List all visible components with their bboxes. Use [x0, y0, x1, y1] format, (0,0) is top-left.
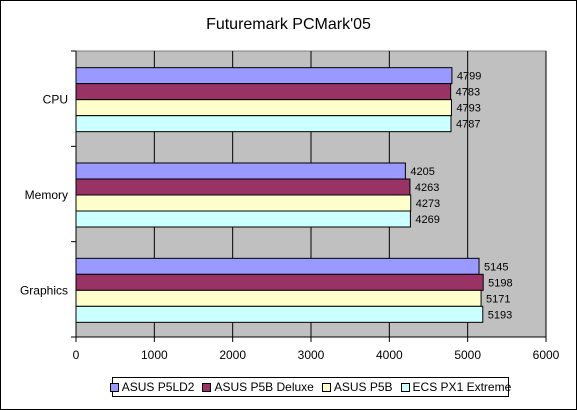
x-tick-label: 3000 [298, 348, 325, 362]
legend-swatch [321, 382, 331, 392]
bar [75, 178, 411, 196]
bar [75, 162, 406, 180]
data-label: 4263 [415, 182, 439, 194]
bar [75, 115, 452, 133]
legend-label: ASUS P5B [333, 380, 393, 394]
bar [75, 194, 412, 212]
x-tick-label: 1000 [141, 348, 168, 362]
x-tick-label: 0 [73, 348, 80, 362]
legend-label: ASUS P5LD2 [121, 380, 195, 394]
bar [75, 99, 452, 117]
chart-title: Futuremark PCMark'05 [206, 16, 371, 33]
x-tick-label: 6000 [533, 348, 560, 362]
bar [75, 273, 484, 291]
bar [75, 67, 453, 85]
data-label: 4269 [415, 214, 439, 226]
legend-item: ECS PX1 Extreme [400, 380, 512, 394]
category-label: Graphics [20, 283, 68, 297]
data-label: 4793 [456, 103, 480, 115]
legend-label: ECS PX1 Extreme [412, 380, 512, 394]
data-label: 4783 [456, 87, 480, 99]
legend-label: ASUS P5B Deluxe [214, 380, 314, 394]
data-label: 5171 [486, 293, 510, 305]
data-label: 5193 [488, 309, 512, 321]
x-tick-label: 5000 [454, 348, 481, 362]
legend-item: ASUS P5B Deluxe [202, 380, 314, 394]
category-label: CPU [43, 93, 68, 107]
x-tick-label: 2000 [219, 348, 246, 362]
legend-item: ASUS P5LD2 [109, 380, 195, 394]
legend-item: ASUS P5B [321, 380, 393, 394]
category-label: Memory [25, 188, 68, 202]
bar [75, 257, 480, 275]
legend-swatch [400, 382, 410, 392]
data-label: 4799 [457, 71, 481, 83]
data-label: 5145 [484, 261, 508, 273]
x-tick-label: 4000 [376, 348, 403, 362]
data-label: 5198 [488, 277, 512, 289]
data-label: 4787 [456, 119, 480, 131]
chart-legend: ASUS P5LD2 ASUS P5B Deluxe ASUS P5B ECS PX1… [109, 377, 512, 397]
legend-swatch [109, 382, 119, 392]
data-label: 4273 [416, 198, 440, 210]
data-label: 4205 [410, 166, 434, 178]
legend-swatch [202, 382, 212, 392]
bar [75, 289, 482, 307]
bar [75, 83, 452, 101]
bar [75, 305, 484, 323]
bar [75, 210, 411, 228]
